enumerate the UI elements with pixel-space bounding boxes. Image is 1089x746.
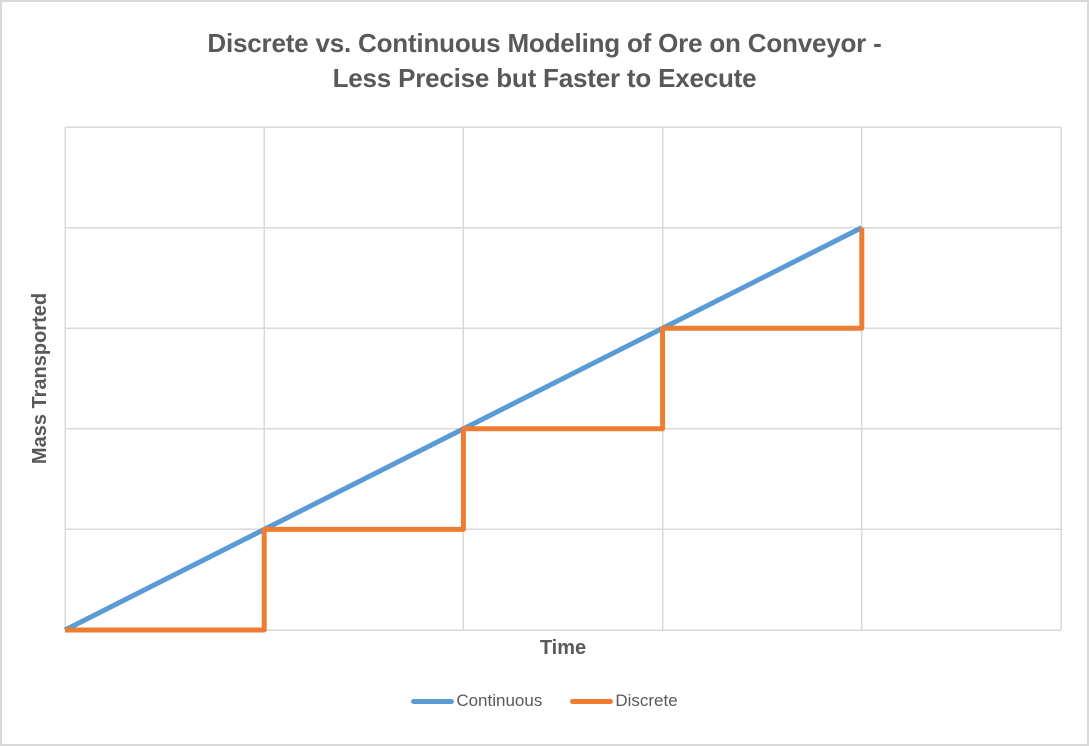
- legend-label-discrete: Discrete: [615, 691, 678, 710]
- x-axis-title: Time: [539, 637, 587, 659]
- chart-title-line1: Discrete vs. Continuous Modeling of Ore …: [207, 28, 882, 58]
- y-axis-title: Mass Transported: [26, 127, 56, 630]
- legend: Continuous Discrete: [2, 689, 1087, 713]
- y-axis-title-text: Mass Transported: [29, 292, 52, 465]
- plot-area[interactable]: [63, 126, 1062, 633]
- series-discrete[interactable]: [65, 227, 865, 633]
- chart-title: Discrete vs. Continuous Modeling of Ore …: [2, 26, 1087, 96]
- legend-item-discrete[interactable]: Discrete: [570, 691, 678, 711]
- chart-title-line2: Less Precise but Faster to Execute: [332, 63, 757, 93]
- legend-label-continuous: Continuous: [456, 691, 543, 710]
- legend-item-continuous[interactable]: Continuous: [411, 691, 542, 711]
- legend-swatch-discrete-line: [570, 698, 614, 704]
- legend-swatch-continuous-line: [411, 698, 455, 704]
